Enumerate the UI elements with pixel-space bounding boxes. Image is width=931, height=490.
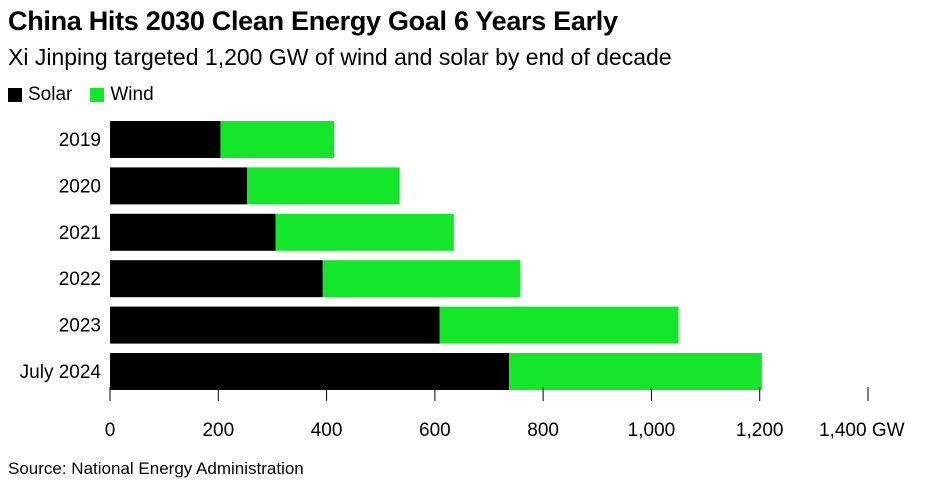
x-tick-label: 200 — [202, 420, 234, 441]
category-label-2021: 2021 — [59, 223, 101, 244]
x-tick-label: 1,000 — [628, 420, 676, 441]
category-label-july-2024: July 2024 — [20, 362, 102, 383]
category-label-2022: 2022 — [59, 269, 101, 290]
legend-swatch-wind — [90, 88, 105, 102]
bar-wind-2022 — [322, 260, 521, 298]
x-tick-label: 1,400 GW — [819, 420, 905, 441]
chart-title: China Hits 2030 Clean Energy Goal 6 Year… — [8, 6, 618, 36]
bar-solar-2022 — [110, 260, 323, 298]
bar-wind-july-2024 — [509, 353, 762, 390]
x-tick-label: 400 — [311, 420, 343, 441]
x-tick-label: 1,200 — [736, 420, 784, 441]
bar-solar-2023 — [110, 306, 440, 344]
bar-wind-2023 — [439, 306, 679, 344]
legend: Solar Wind — [8, 84, 172, 106]
source-note: Source: National Energy Administration — [8, 459, 304, 478]
bar-solar-2019 — [110, 121, 221, 158]
x-tick-label: 0 — [105, 420, 116, 441]
bar-wind-2019 — [220, 121, 335, 158]
category-label-2023: 2023 — [59, 316, 101, 337]
bar-solar-2020 — [110, 167, 247, 205]
legend-label-solar: Solar — [28, 84, 73, 105]
chart-subtitle: Xi Jinping targeted 1,200 GW of wind and… — [8, 44, 672, 70]
category-label-2019: 2019 — [59, 130, 101, 151]
legend-item-wind: Wind — [90, 84, 154, 106]
legend-swatch-solar — [8, 88, 22, 102]
legend-label-wind: Wind — [110, 84, 154, 105]
x-tick-label: 600 — [419, 420, 451, 441]
bar-wind-2020 — [246, 167, 400, 205]
bar-solar-2021 — [110, 213, 276, 251]
x-tick-label: 800 — [527, 420, 559, 441]
category-label-2020: 2020 — [59, 176, 101, 197]
bar-solar-july-2024 — [110, 353, 510, 390]
bar-wind-2021 — [275, 213, 454, 251]
legend-item-solar: Solar — [8, 84, 72, 106]
